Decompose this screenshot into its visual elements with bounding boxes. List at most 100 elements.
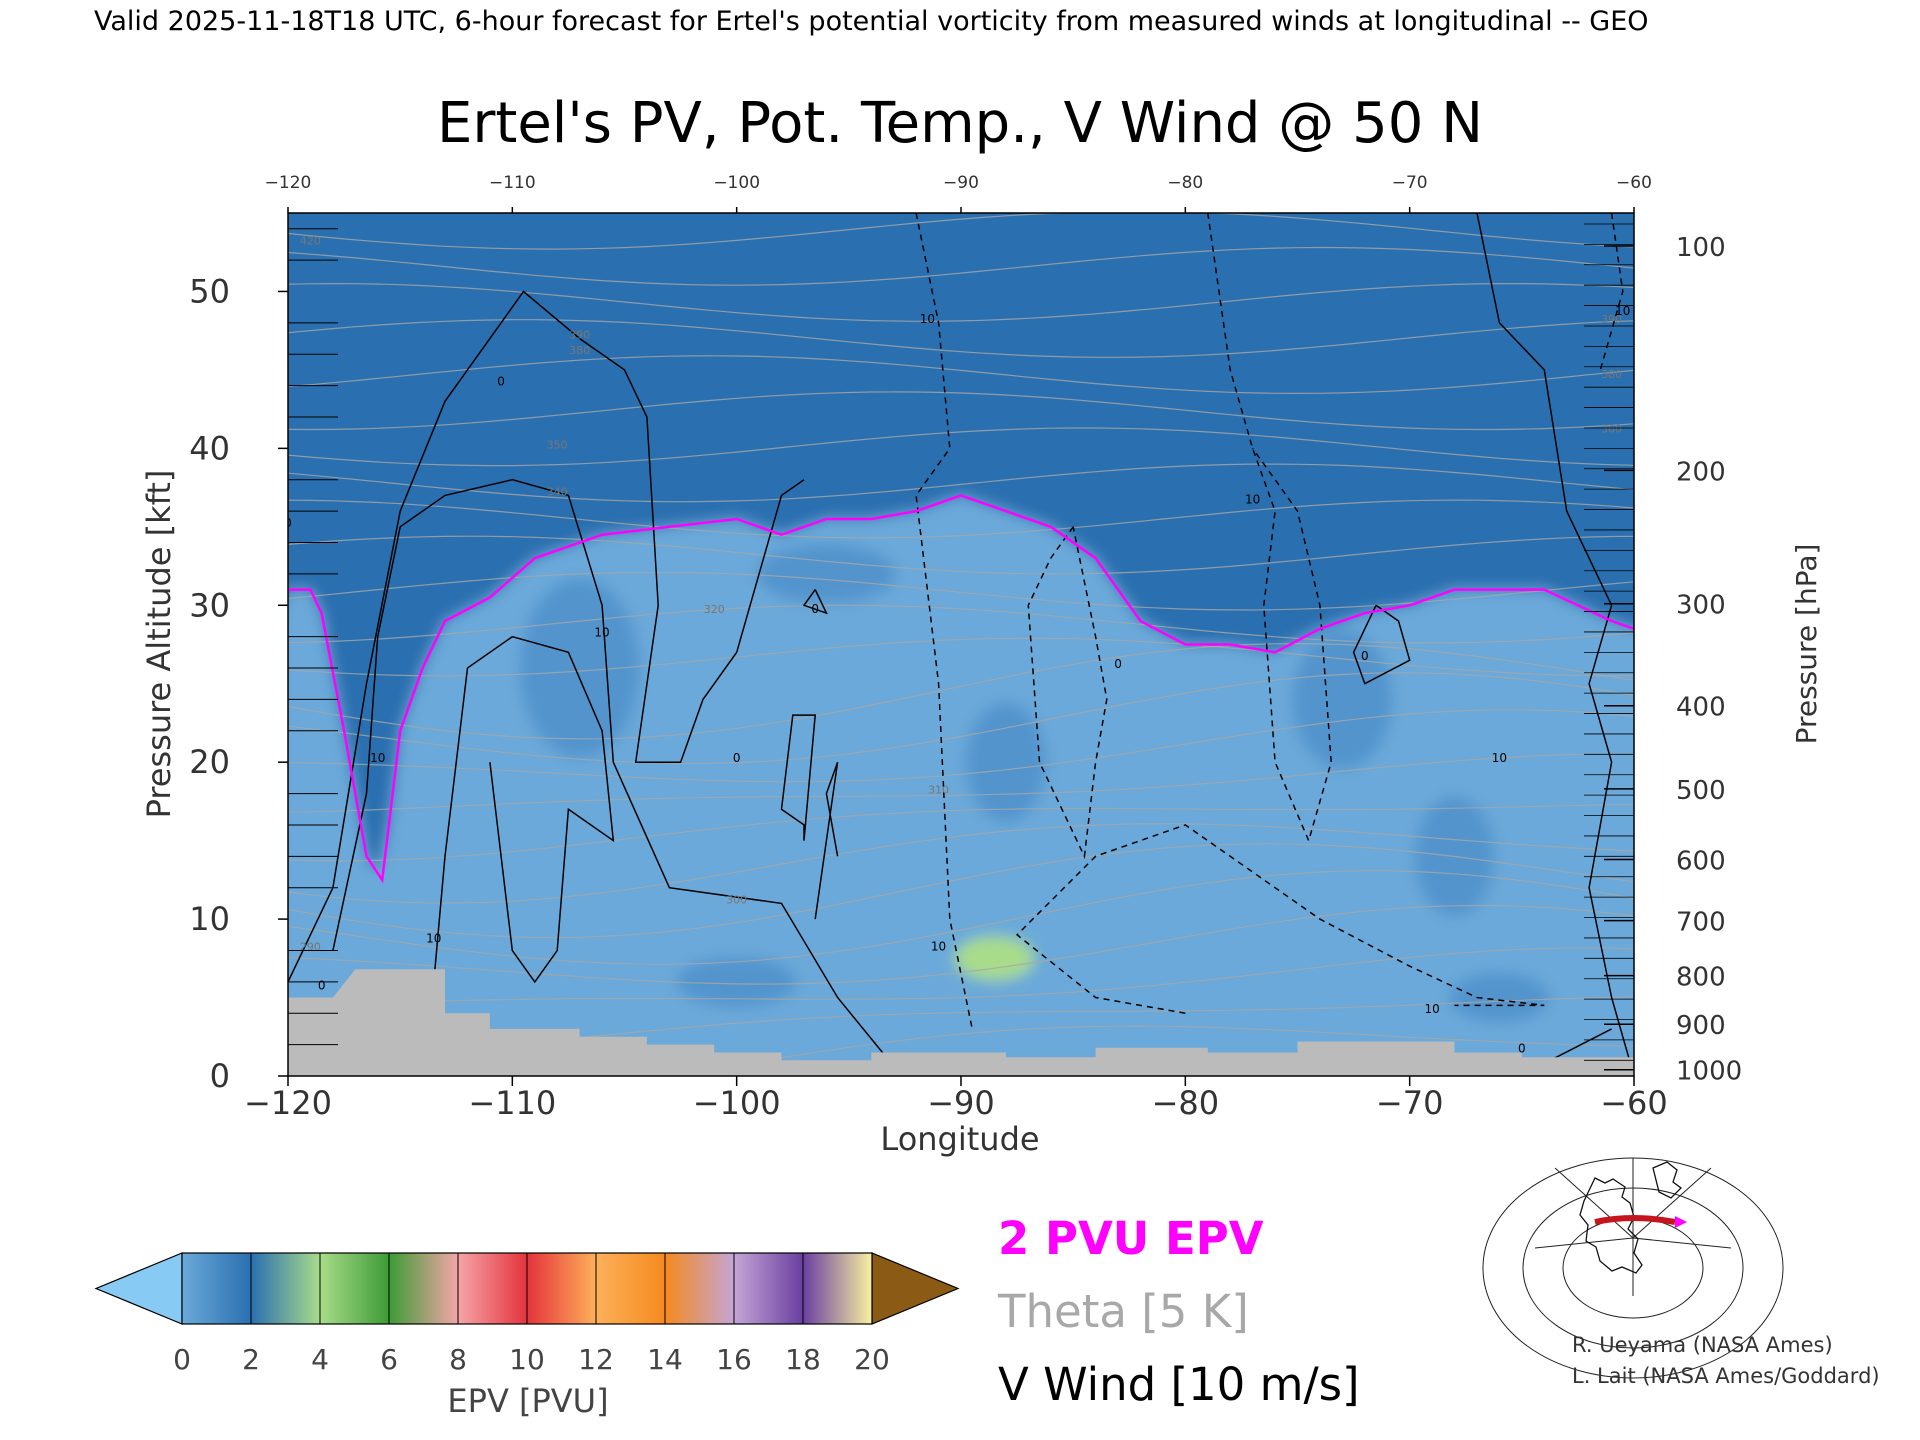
v-wind-label: 0 — [1114, 657, 1122, 671]
colorbar-tick-label: 14 — [647, 1343, 683, 1376]
y-axis-right: 100 200 300 400 500 600 700 800 900 1000 — [1584, 223, 1742, 1087]
v-wind-line — [802, 589, 828, 615]
v-wind-line — [1027, 526, 1108, 859]
theta-line — [288, 427, 1634, 467]
pv-blob — [756, 543, 897, 604]
v-wind-label: 0 — [1518, 1041, 1526, 1055]
theta-line — [288, 823, 1634, 904]
locator-map — [1482, 1148, 1784, 1379]
v-wind-line — [915, 213, 973, 1030]
theta-label: 360 — [1601, 423, 1622, 436]
v-wind-label: 0 — [318, 979, 326, 993]
y-axis-right-label: Pressure [hPa] — [1790, 544, 1823, 745]
theta-label: 350 — [547, 438, 568, 451]
colorbar-cell — [320, 1253, 389, 1324]
p-tick-label: 600 — [1676, 846, 1726, 876]
v-wind-label: 10 — [931, 939, 946, 953]
colorbar-tick-label: 16 — [716, 1343, 752, 1376]
v-wind-label: 0 — [284, 516, 292, 530]
plot-area: 420 390 380 350 340 320 310 300 290 390 380 360 10 10… — [284, 213, 1634, 1076]
x-top-tick-label: −120 — [265, 173, 312, 193]
x-axis-label: Longitude — [880, 1120, 1039, 1158]
colorbar-tick-label: 12 — [578, 1343, 614, 1376]
colorbar-cell — [803, 1253, 872, 1324]
y-tick-label: 20 — [189, 743, 230, 781]
x-top-tick-label: −90 — [943, 173, 979, 193]
v-wind-label: 10 — [1492, 751, 1507, 765]
v-wind-line — [780, 714, 817, 841]
colorbar-cell — [734, 1253, 803, 1324]
pv-blob — [1449, 972, 1550, 1023]
terrain — [288, 969, 1634, 1076]
theta-label: 380 — [1601, 368, 1622, 381]
x-tick-label: −60 — [1600, 1084, 1668, 1122]
theta-label: 380 — [569, 344, 590, 357]
credit-line-2: L. Lait (NASA Ames/Goddard) — [1572, 1364, 1880, 1388]
tropopause-2pvu-line — [288, 494, 1634, 884]
colorbar-cell — [182, 1253, 251, 1324]
y-tick-label: 40 — [189, 429, 230, 467]
v-wind-label: 10 — [426, 932, 441, 946]
theta-line — [663, 1025, 1634, 1076]
x-top-tick-label: −110 — [489, 173, 536, 193]
colorbar-cell — [527, 1253, 596, 1324]
p-tick-label: 1000 — [1676, 1057, 1742, 1087]
colorbar-tick-label: 10 — [509, 1343, 545, 1376]
theta-line — [288, 637, 1634, 677]
y-axis-left-label: Pressure Altitude [kft] — [140, 470, 178, 819]
colorbar-cell — [389, 1253, 458, 1324]
p-tick-label: 400 — [1676, 693, 1726, 723]
theta-line — [288, 947, 1634, 1006]
theta-line — [288, 391, 1634, 431]
y-tick-label: 50 — [189, 272, 230, 310]
colorbar-cell — [458, 1253, 527, 1324]
chart-title: Ertel's PV, Pot. Temp., V Wind @ 50 N — [437, 91, 1483, 156]
pv-low-anomaly — [954, 936, 1035, 981]
p-tick-label: 900 — [1676, 1011, 1726, 1041]
cross-section-line — [1594, 1215, 1676, 1225]
theta-line — [288, 499, 1634, 539]
colorbar-tick-label: 8 — [449, 1343, 467, 1376]
pv-blob — [676, 956, 797, 1007]
theta-line — [288, 803, 1634, 862]
y-tick-label: 0 — [210, 1057, 230, 1095]
theta-line — [288, 870, 1634, 965]
valid-line: Valid 2025-11-18T18 UTC, 6-hour forecast… — [94, 6, 1649, 37]
x-top-tick-label: −70 — [1392, 173, 1428, 193]
theta-line — [288, 319, 1634, 358]
v-wind-label: 0 — [497, 375, 505, 389]
x-tick-label: −70 — [1376, 1084, 1444, 1122]
theta-line — [288, 535, 1634, 575]
x-top-tick-label: −80 — [1167, 173, 1203, 193]
p-tick-label: 200 — [1676, 457, 1726, 487]
v-wind-line — [814, 761, 839, 920]
theta-line — [288, 753, 1634, 813]
y-axis-left: 0 10 20 30 40 50 — [189, 228, 338, 1095]
v-wind-line — [1599, 213, 1624, 371]
v-wind-label: 10 — [1245, 492, 1260, 506]
p-tick-label: 500 — [1676, 776, 1726, 806]
pv-blob — [1292, 629, 1393, 770]
theta-line — [288, 672, 1634, 765]
legend-entry-vwind: V Wind [10 m/s] — [998, 1358, 1360, 1411]
theta-label: 320 — [704, 603, 725, 616]
y-tick-label: 30 — [189, 586, 230, 624]
y-tick-label: 10 — [189, 900, 230, 938]
pv-band — [288, 213, 1634, 874]
contour-labels: 420 390 380 350 340 320 310 300 290 390 380 360 10 10… — [284, 234, 1630, 1055]
colorbar-tick-label: 20 — [854, 1343, 890, 1376]
x-top-tick-label: −60 — [1616, 173, 1652, 193]
pv-bands — [288, 213, 1634, 1076]
theta-line — [288, 355, 1634, 395]
legend-entry-theta: Theta [5 K] — [997, 1285, 1249, 1338]
colorbar-tick-label: 6 — [380, 1343, 398, 1376]
v-wind-line — [332, 478, 884, 1053]
colorbar-tick-label: 4 — [311, 1343, 329, 1376]
colorbar-label: EPV [PVU] — [447, 1382, 608, 1420]
theta-line — [288, 282, 1634, 322]
legend: 2 PVU EPV Theta [5 K] V Wind [10 m/s] — [997, 1212, 1360, 1411]
x-tick-label: −120 — [244, 1084, 332, 1122]
theta-line — [288, 709, 1634, 783]
p-tick-label: 100 — [1676, 233, 1726, 263]
pv-field — [288, 213, 1634, 1076]
